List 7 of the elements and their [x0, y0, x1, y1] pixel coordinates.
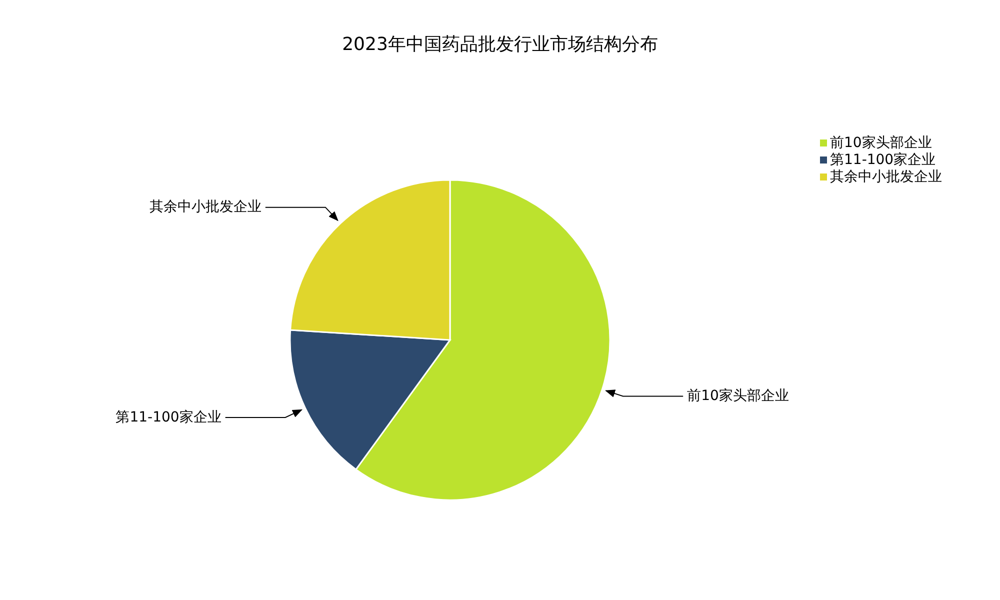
slice-label: 其余中小批发企业 [149, 199, 262, 216]
legend-label: 第11-100家企业 [830, 152, 936, 168]
legend-label: 前10家头部企业 [830, 134, 932, 151]
legend-label: 其余中小批发企业 [830, 168, 942, 185]
slice-label: 前10家头部企业 [687, 388, 789, 404]
slice-label: 第11-100家企业 [116, 409, 222, 426]
chart-title: 2023年中国药品批发行业市场结构分布 [342, 34, 658, 55]
